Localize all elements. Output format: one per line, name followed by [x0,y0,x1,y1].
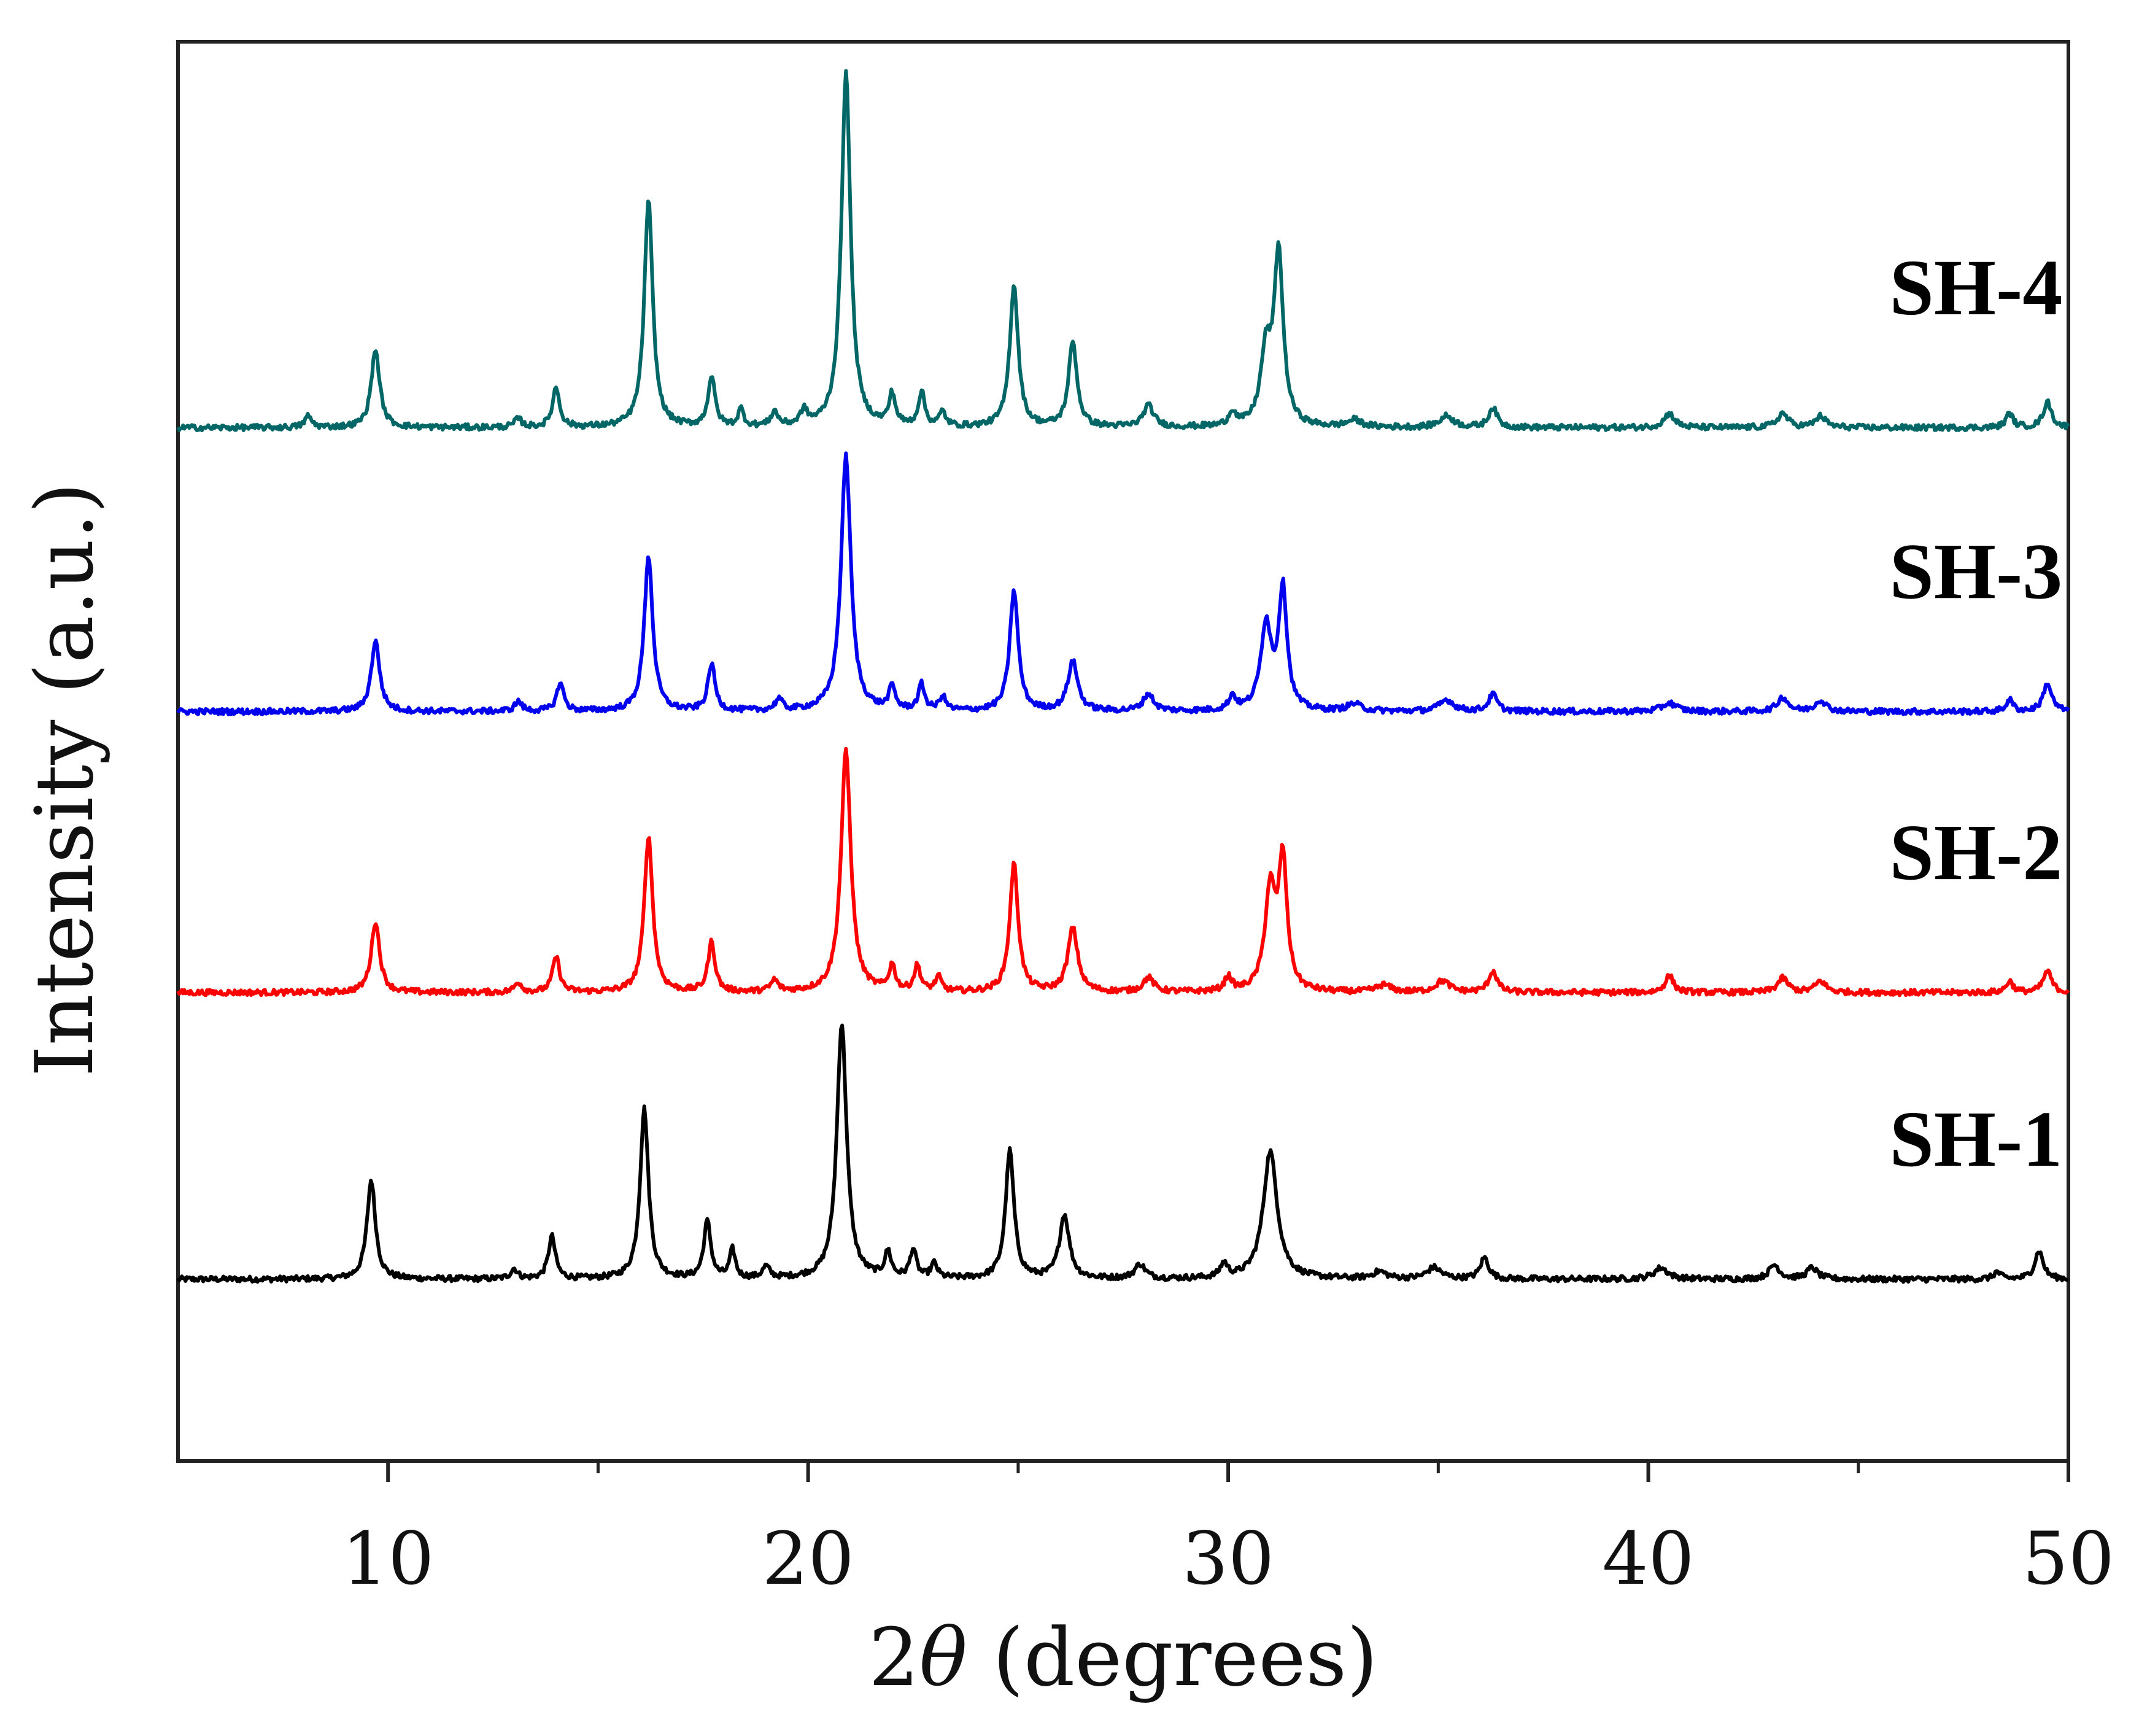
x-axis-ticks: 10 20 30 40 50 [342,1461,2114,1601]
series-label-sh-3: SH-3 [1890,527,2063,616]
x-axis-title-suffix: (degrees) [967,1611,1378,1704]
x-tick-label: 30 [1182,1516,1274,1601]
series-group [176,69,2070,1284]
series-label-sh-1: SH-1 [1890,1095,2063,1184]
series-line-sh-3 [176,451,2070,716]
x-axis-title-symbol: θ [919,1611,967,1704]
x-tick-label: 40 [1602,1516,1694,1601]
x-tick-label: 50 [2022,1516,2114,1601]
x-axis-title-prefix: 2 [868,1611,919,1704]
series-label-sh-4: SH-4 [1890,244,2063,332]
series-line-sh-1 [176,1023,2069,1284]
series-line-sh-4 [176,69,2070,433]
x-tick-label: 20 [762,1516,854,1601]
y-axis-title: Intensity (a.u.) [18,482,111,1077]
x-axis-title: 2θ (degrees) [868,1611,1378,1704]
series-labels: SH-1 SH-2 SH-3 SH-4 [1890,244,2063,1184]
x-tick-label: 10 [342,1516,434,1601]
series-label-sh-2: SH-2 [1890,808,2063,897]
plot-frame [176,40,2070,1463]
series-line-sh-2 [176,746,2070,998]
